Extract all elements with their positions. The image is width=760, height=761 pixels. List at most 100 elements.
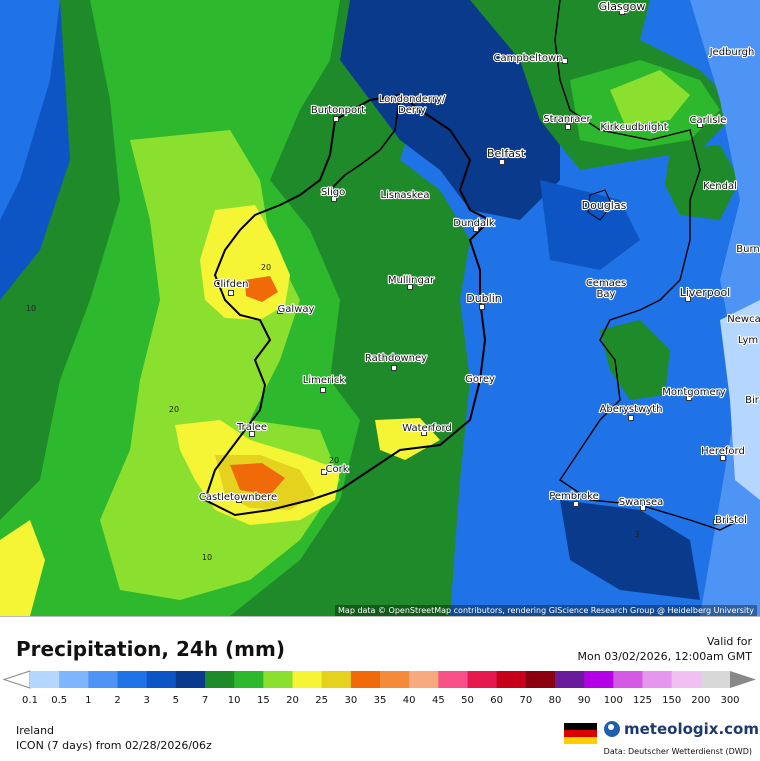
city-marker: [249, 431, 255, 437]
legend-swatch: [350, 671, 381, 688]
precip-area-east-palest: [720, 300, 760, 500]
city-label-hereford: Hereford: [701, 446, 745, 457]
city-marker: [685, 296, 691, 302]
city-label-campbeltown: Campbeltown: [493, 53, 562, 64]
city-label-bay: Bay: [597, 289, 616, 300]
map-attribution[interactable]: Map data © OpenStreetMap contributors, r…: [335, 605, 757, 616]
city-marker: [499, 159, 505, 165]
border-line: [329, 94, 401, 191]
legend-swatch: [263, 671, 293, 688]
city-marker: [640, 505, 646, 511]
city-label-derry: Derry: [398, 105, 426, 116]
legend-swatch: [584, 671, 614, 688]
precipitation-map: Glasgow Jedburgh Campbeltown Burtonport Lond…: [0, 0, 760, 616]
legend-tick-label: 10: [228, 695, 241, 706]
city-marker: [628, 415, 634, 421]
city-marker: [720, 455, 726, 461]
city-label-londonderry: Londonderry/: [379, 94, 446, 105]
city-marker: [473, 377, 479, 383]
britain-coastline: [554, 0, 741, 531]
city-label-sligo: Sligo: [321, 187, 345, 198]
logo-text: meteologix.com: [624, 720, 759, 738]
legend-swatch: [292, 671, 323, 688]
legend-tick-label: 90: [578, 695, 591, 706]
contour-label: 10: [26, 304, 36, 313]
germany-flag-icon: [564, 723, 597, 744]
city-marker: [686, 395, 692, 401]
legend-tick-label: 60: [490, 695, 503, 706]
legend-tick-label: 35: [374, 695, 387, 706]
city-label-douglas: Douglas: [582, 199, 627, 212]
city-label-lisnaskea: Lisnaskea: [381, 190, 430, 201]
precip-area-yellow-southwest: [0, 520, 45, 616]
city-label-tralee: Tralee: [236, 422, 267, 433]
city-label-gorey: Gorey: [465, 374, 495, 385]
city-label-cork: Cork: [325, 464, 348, 475]
precip-area-navy-east: [540, 180, 640, 270]
legend-swatch: [642, 671, 673, 688]
legend-swatch: [525, 671, 556, 688]
city-label-dundalk: Dundalk: [453, 218, 495, 229]
city-marker: [562, 58, 568, 64]
contour-label: 20: [329, 456, 339, 465]
legend-swatch: [175, 671, 206, 688]
color-legend: 0.1 0.5 1 2 3 5 7 10 15 20 25 30 35 40 45 50 60 70 80 90 100…: [0, 669, 760, 709]
precip-area-kendal-green: [665, 145, 740, 220]
city-label-stranraer: Stranraer: [543, 114, 591, 125]
city-label-waterford: Waterford: [402, 423, 451, 434]
precip-area-west-lightblue: [0, 0, 60, 220]
legend-min-arrow: [2, 670, 31, 689]
city-label-dublin: Dublin: [466, 292, 502, 305]
city-label-lym: Lym: [738, 335, 758, 346]
legend-tick-label: 80: [549, 695, 562, 706]
legend-swatch: [234, 671, 264, 688]
legend-max-arrow: [730, 671, 756, 688]
city-marker: [277, 308, 283, 314]
city-label-montgomery: Montgomery: [662, 387, 725, 398]
legend-swatch: [555, 671, 585, 688]
city-label-carlisle: Carlisle: [690, 115, 727, 126]
city-marker: [228, 290, 234, 296]
contour-label: 20: [169, 405, 179, 414]
legend-tick-label: 50: [461, 695, 474, 706]
city-label-castletownbere: Castletownbere: [199, 492, 277, 503]
legend-swatch: [467, 671, 498, 688]
precip-area-scotland-brightgreen: [610, 70, 690, 125]
legend-swatch: [30, 671, 60, 688]
legend-swatch: [380, 671, 410, 688]
legend-swatch: [117, 671, 148, 688]
valid-label: Valid for: [706, 635, 752, 648]
legend-tick-label: 0.5: [51, 695, 67, 706]
city-label-burn: Burn: [736, 244, 759, 255]
legend-tick-label: 70: [519, 695, 532, 706]
city-label-rathdowney: Rathdowney: [365, 353, 427, 364]
model-label: ICON (7 days) from 02/28/2026/06z: [16, 739, 212, 752]
legend-tick-label: 45: [432, 695, 445, 706]
city-label-belfast: Belfast: [487, 147, 526, 160]
city-marker: [421, 430, 427, 436]
city-marker: [713, 519, 719, 525]
legend-tick-label: 125: [633, 695, 652, 706]
city-label-bir: Bir: [745, 395, 760, 406]
contour-label: 10: [202, 553, 212, 562]
precip-area-yellow-waterford: [375, 418, 440, 460]
legend-tick-label: 200: [691, 695, 710, 706]
legend-swatch: [613, 671, 643, 688]
legend-swatch: [205, 671, 235, 688]
legend-tick-label: 5: [173, 695, 179, 706]
precip-area-south-navy: [560, 500, 700, 600]
city-label-galway: Galway: [278, 304, 315, 315]
city-marker: [411, 106, 417, 112]
contour-label: 3: [634, 530, 639, 539]
precip-area-orange-south: [230, 463, 285, 495]
city-label-kendal: Kendal: [703, 181, 737, 192]
city-label-bristol: Bristol: [715, 515, 747, 526]
city-marker: [333, 116, 339, 122]
legend-swatch: [88, 671, 118, 688]
city-label-jedburgh: Jedburgh: [709, 47, 755, 58]
city-label-glasgow: Glasgow: [599, 0, 646, 13]
logo-icon: [604, 721, 620, 737]
city-marker: [407, 284, 413, 290]
meteologix-logo[interactable]: meteologix.com: [604, 720, 759, 738]
legend-tick-label: 7: [202, 695, 208, 706]
